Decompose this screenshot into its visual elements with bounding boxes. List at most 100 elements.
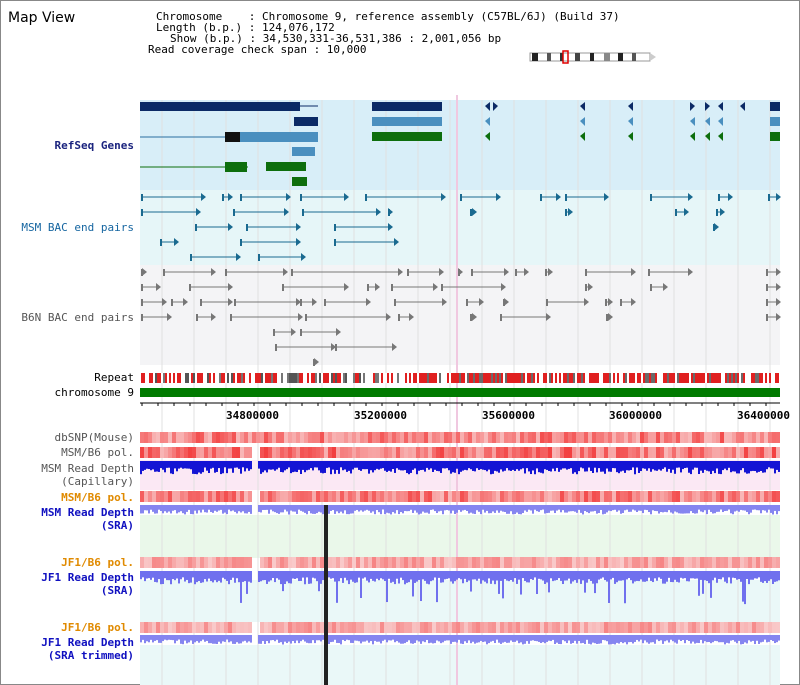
depth-bar <box>724 505 726 512</box>
depth-bar <box>354 505 356 511</box>
depth-bar <box>684 505 686 514</box>
depth-bar <box>396 571 398 579</box>
heat-cell <box>528 491 532 502</box>
depth-bar <box>482 505 484 510</box>
track-label-msm-depth-sra[interactable]: MSM Read Depth <box>41 506 134 519</box>
msm-bac-pairs-track[interactable] <box>141 193 781 261</box>
depth-bar <box>760 505 762 514</box>
heat-cell <box>504 432 508 443</box>
depth-bar <box>600 505 602 510</box>
heat-cell <box>468 622 472 633</box>
heat-cell <box>628 432 632 443</box>
heat-cell <box>664 432 668 443</box>
depth-bar <box>200 635 202 642</box>
depth-bar <box>584 571 586 593</box>
depth-bar <box>740 571 742 582</box>
bac-end <box>141 284 143 291</box>
chromosome-ideogram[interactable] <box>529 50 656 64</box>
heat-cell <box>428 432 432 443</box>
heat-cell <box>528 432 532 443</box>
depth-bar <box>412 635 414 644</box>
heat-cell <box>356 491 360 502</box>
bac-end <box>282 284 284 291</box>
heat-cell <box>364 557 368 568</box>
depth-bar <box>762 461 764 473</box>
bac-end <box>300 329 302 336</box>
depth-bar <box>672 635 674 642</box>
gene-block <box>225 132 240 142</box>
depth-bar <box>400 461 402 471</box>
repeat-segment <box>407 373 409 383</box>
depth-bar <box>698 635 700 644</box>
track-label-msm-bac[interactable]: MSM BAC end pairs <box>21 221 134 234</box>
depth-bar <box>210 635 212 644</box>
heat-cell <box>696 432 700 443</box>
depth-bar <box>156 505 158 514</box>
heat-cell <box>152 432 156 443</box>
depth-bar <box>602 635 604 640</box>
depth-bar <box>516 461 518 470</box>
heat-cell <box>664 557 668 568</box>
heat-cell <box>616 491 620 502</box>
heat-cell <box>356 557 360 568</box>
depth-bar <box>328 461 330 468</box>
depth-bar <box>164 505 166 512</box>
heat-cell <box>448 447 452 458</box>
depth-bar <box>714 635 716 641</box>
depth-bar <box>434 571 436 578</box>
depth-bar <box>752 571 754 580</box>
depth-bar <box>334 571 336 582</box>
heat-cell <box>604 432 608 443</box>
heat-cell <box>568 432 572 443</box>
heat-cell <box>144 432 148 443</box>
depth-bar <box>690 461 692 475</box>
depth-bar <box>230 461 232 469</box>
depth-bar <box>436 571 438 603</box>
depth-bar <box>486 461 488 472</box>
depth-bar <box>566 635 568 644</box>
depth-bar <box>756 461 758 473</box>
depth-bar <box>380 505 382 515</box>
refseq-genes-track[interactable] <box>140 102 780 186</box>
track-label-msm-b6-pol-2[interactable]: MSM/B6 pol. <box>61 491 134 504</box>
track-label-jf1-depth-trimmed[interactable]: JF1 Read Depth <box>41 636 134 649</box>
depth-bar <box>540 571 542 580</box>
repeat-segment <box>211 373 213 383</box>
heat-cell <box>160 557 164 568</box>
depth-bar <box>674 571 676 580</box>
track-label-refseq[interactable]: RefSeq Genes <box>54 139 134 152</box>
track-label-jf1-b6-pol[interactable]: JF1/B6 pol. <box>61 556 134 569</box>
heat-cell <box>708 557 712 568</box>
heat-cell <box>380 432 384 443</box>
heat-cell <box>452 432 456 443</box>
track-label-msm-b6-pol[interactable]: MSM/B6 pol. <box>61 446 134 459</box>
depth-bar <box>222 635 224 642</box>
track-label-jf1-depth-sra[interactable]: JF1 Read Depth <box>41 571 134 584</box>
depth-bar <box>152 461 154 470</box>
depth-bar <box>488 571 490 579</box>
heat-cell <box>588 491 592 502</box>
repeat-segment <box>223 373 225 383</box>
depth-bar <box>588 505 590 514</box>
repeat-segment <box>335 373 337 383</box>
depth-bar <box>668 571 670 578</box>
bac-end <box>141 299 143 306</box>
b6n-bac-pairs-track[interactable] <box>141 268 781 366</box>
track-label-b6n-bac[interactable]: B6N BAC end pairs <box>21 311 134 324</box>
track-label-dbsnp[interactable]: dbSNP(Mouse) <box>54 431 134 444</box>
depth-bar <box>752 461 754 471</box>
bac-end <box>141 209 143 216</box>
bac-end <box>286 193 291 201</box>
track-label-jf1-b6-pol-2[interactable]: JF1/B6 pol. <box>61 621 134 634</box>
track-label-msm-depth-capillary[interactable]: MSM Read Depth <box>41 462 134 475</box>
ideogram-view-marker[interactable] <box>562 50 569 64</box>
repeat-segment <box>349 373 351 383</box>
depth-bar <box>438 571 440 578</box>
heat-cell <box>612 447 616 458</box>
heat-cell <box>440 622 444 633</box>
heat-cell <box>520 622 524 633</box>
heat-cell <box>732 622 736 633</box>
depth-bar <box>602 571 604 578</box>
track-label-repeat[interactable]: Repeat <box>94 371 134 384</box>
depth-bar <box>632 635 634 644</box>
